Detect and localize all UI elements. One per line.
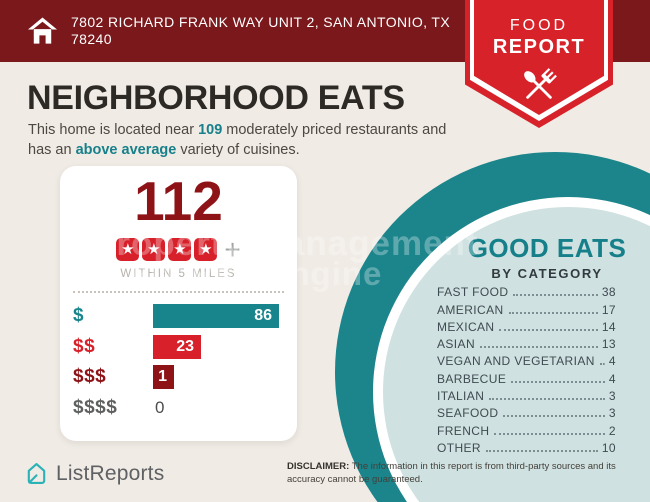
dotted-leader (599, 363, 605, 366)
ribbon-title-food: FOOD (509, 17, 569, 34)
star-rating: ★ ★ ★ ★ + (60, 233, 297, 265)
good-eats-subtitle: BY CATEGORY (491, 266, 603, 281)
dotted-leader (480, 346, 598, 349)
intro-pre: This home is located near (28, 122, 199, 138)
category-count: 13 (601, 337, 616, 352)
category-row: FAST FOOD 38 (437, 282, 616, 299)
dotted-leader (486, 449, 598, 452)
bar-track: 23 (153, 334, 284, 359)
intro-mid: moderately priced restaurants and has an (28, 122, 447, 158)
category-label: ITALIAN (437, 389, 485, 404)
category-label: ASIAN (437, 337, 476, 352)
food-report-ribbon: FOOD REPORT (465, 0, 613, 128)
star-icon: ★ (194, 238, 218, 261)
dotted-leader (499, 328, 598, 331)
property-address: 7802 RICHARD FRANK WAY UNIT 2, SAN ANTON… (71, 14, 451, 47)
bar: 86 (153, 304, 279, 328)
price-tier-row: $86 (73, 304, 284, 328)
listreports-wordmark: ListReports (56, 461, 165, 485)
category-row: BARBECUE 4 (437, 368, 616, 386)
category-count: 38 (601, 285, 616, 300)
category-row: SEAFOOD 3 (437, 403, 616, 420)
category-label: AMERICAN (437, 302, 504, 317)
category-label: BARBECUE (437, 371, 507, 386)
category-count: 17 (601, 302, 616, 317)
dotted-leader (511, 380, 605, 383)
category-count: 4 (608, 354, 616, 369)
house-icon (27, 17, 58, 44)
category-label: FAST FOOD (437, 285, 509, 300)
category-label: OTHER (437, 440, 481, 455)
zero-value: 0 (155, 397, 165, 417)
bar-track: 1 (153, 365, 284, 389)
bar: 23 (153, 334, 201, 359)
category-row: MEXICAN 14 (437, 317, 616, 334)
good-eats-header: GOOD EATS BY CATEGORY (453, 233, 641, 281)
price-tier-row: $$$ 1 (73, 365, 284, 389)
category-row: FRENCH 2 (437, 420, 616, 438)
category-label: VEGAN AND VEGETARIAN (437, 354, 595, 369)
disclaimer-text: The information in this report is from t… (287, 461, 616, 485)
intro-paragraph: This home is located near 109 moderately… (28, 120, 470, 160)
good-eats-title: GOOD EATS (467, 233, 627, 263)
category-label: MEXICAN (437, 319, 495, 334)
listreports-house-icon (27, 463, 46, 484)
disclaimer-label: DISCLAIMER: (287, 461, 350, 472)
category-row: VEGAN AND VEGETARIAN 4 (437, 351, 616, 368)
category-count: 10 (601, 440, 616, 455)
restaurant-summary-card: 112 ★ ★ ★ ★ + WITHIN 5 MILES $86 $$ 23 $$$ 1 $$$$… (60, 166, 297, 441)
bar: 1 (153, 365, 174, 389)
ribbon-title-report: REPORT (492, 36, 586, 58)
category-count: 3 (608, 389, 616, 404)
disclaimer: DISCLAIMER: The information in this repo… (287, 461, 645, 486)
category-row: AMERICAN 17 (437, 299, 616, 317)
restaurant-count: 109 (198, 122, 223, 138)
category-count: 14 (601, 319, 616, 334)
dotted-leader (513, 294, 598, 297)
bar-track: 0 (153, 396, 284, 420)
category-label: SEAFOOD (437, 406, 499, 421)
dotted-divider (73, 291, 284, 293)
price-tier-row: $$ 23 (73, 334, 284, 359)
category-count: 3 (608, 406, 616, 421)
star-icon: ★ (116, 238, 140, 261)
star-icon: ★ (142, 238, 166, 261)
dotted-leader (489, 398, 605, 401)
price-tier-label: $$$ (73, 366, 107, 387)
price-tier-label: $ (73, 305, 85, 326)
price-tier-label: $$ (73, 335, 96, 357)
category-count: 4 (608, 371, 616, 386)
category-label: FRENCH (437, 423, 490, 438)
intro-post: variety of cuisines. (176, 142, 300, 158)
dotted-leader (508, 311, 598, 314)
spoon-fork-icon (524, 68, 557, 99)
price-tier-bar-chart: $86 $$ 23 $$$ 1 $$$$ 0 (73, 304, 284, 420)
star-icon: ★ (168, 238, 192, 261)
radius-label: WITHIN 5 MILES (120, 268, 237, 280)
variety-highlight: above average (75, 142, 177, 158)
plus-icon: + (224, 233, 241, 265)
dotted-leader (503, 415, 605, 418)
listreports-logo: ListReports (24, 461, 164, 486)
price-tier-label: $$$$ (73, 396, 118, 418)
bar-track: 86 (153, 304, 284, 328)
total-restaurant-count: 112 (134, 170, 223, 232)
category-row: ITALIAN 3 (437, 386, 616, 403)
category-list: FAST FOOD 38 AMERICAN 17 MEXICAN 14 ASIAN 13 VEG… (437, 282, 616, 455)
dotted-leader (494, 432, 605, 435)
price-tier-row: $$$$ 0 (73, 396, 284, 420)
category-count: 2 (608, 423, 616, 438)
page-title: NEIGHBORHOOD EATS (27, 79, 405, 117)
category-row: OTHER 10 (437, 438, 616, 455)
category-row: ASIAN 13 (437, 334, 616, 351)
ribbon-content: FOOD REPORT (465, 0, 613, 115)
